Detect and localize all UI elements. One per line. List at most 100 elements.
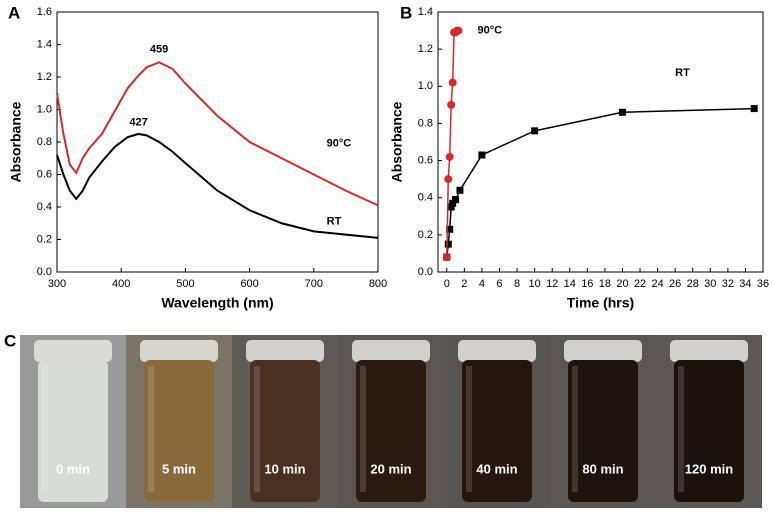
x-tick-label: 500 (176, 278, 194, 290)
y-tick-label: 1.0 (418, 80, 433, 92)
series-line (446, 107, 755, 258)
marker (454, 26, 463, 35)
series-line (56, 132, 379, 239)
series-label: RT (675, 67, 690, 79)
vial-cap (34, 340, 112, 362)
y-axis-title: Absorbance (8, 101, 24, 182)
vial-body (674, 360, 744, 502)
y-tick-label: 0.0 (37, 266, 52, 278)
x-tick-label: 10 (528, 278, 540, 290)
x-tick-label: 28 (687, 278, 699, 290)
series-line (446, 29, 459, 258)
panel-label: A (8, 3, 20, 22)
vial-cap (246, 340, 324, 362)
y-tick-label: 1.0 (37, 103, 52, 115)
marker (448, 78, 457, 87)
x-tick-label: 34 (739, 278, 751, 290)
vial-glare (254, 366, 260, 492)
vial-caption: 20 min (370, 461, 411, 476)
marker (452, 196, 460, 204)
vial-glare (466, 366, 472, 492)
y-tick-label: 0.4 (418, 192, 433, 204)
marker (750, 105, 758, 113)
x-tick-label: 20 (616, 278, 628, 290)
y-axis-title: Absorbance (389, 101, 405, 182)
vial-body (568, 360, 638, 502)
x-tick-label: 14 (564, 278, 576, 290)
vial-caption: 80 min (582, 461, 623, 476)
vial-cap (564, 340, 642, 362)
vial-caption: 5 min (162, 461, 196, 476)
x-tick-label: 22 (634, 278, 646, 290)
marker (449, 199, 457, 207)
vial-body (38, 360, 108, 502)
y-tick-label: 0.6 (418, 154, 433, 166)
vial-body (250, 360, 320, 502)
vial-glare (148, 366, 154, 492)
y-tick-label: 0.6 (37, 168, 52, 180)
y-tick-label: 0.8 (418, 117, 433, 129)
x-tick-label: 400 (112, 278, 130, 290)
x-axis-title: Wavelength (nm) (161, 295, 273, 311)
y-tick-label: 1.2 (37, 71, 52, 83)
x-tick-label: 700 (305, 278, 323, 290)
x-tick-label: 24 (651, 278, 663, 290)
series-line (56, 61, 379, 207)
x-tick-label: 12 (546, 278, 558, 290)
y-tick-label: 1.6 (37, 6, 52, 18)
y-tick-label: 0.0 (418, 266, 433, 278)
vial-body (462, 360, 532, 502)
y-tick-label: 1.4 (418, 6, 433, 18)
x-tick-label: 8 (514, 278, 520, 290)
series-label: 90°C (478, 24, 503, 36)
x-tick-label: 4 (479, 278, 485, 290)
y-tick-label: 1.4 (37, 38, 52, 50)
marker (618, 108, 626, 116)
y-tick-label: 0.8 (37, 136, 52, 148)
marker (446, 225, 454, 233)
marker (456, 186, 464, 194)
vial-cap (140, 340, 218, 362)
vial-cap (352, 340, 430, 362)
vials (20, 335, 762, 508)
x-tick-label: 18 (599, 278, 611, 290)
x-axis-title: Time (hrs) (567, 295, 634, 311)
panel-label: C (4, 331, 16, 350)
series-label: 90°C (327, 138, 352, 150)
marker (478, 151, 486, 159)
marker (447, 100, 456, 109)
x-tick-label: 30 (704, 278, 716, 290)
vial-cap (458, 340, 536, 362)
vial-caption: 120 min (685, 461, 733, 476)
marker (447, 203, 455, 211)
x-tick-label: 16 (581, 278, 593, 290)
x-tick-label: 300 (48, 278, 66, 290)
vial-body (356, 360, 426, 502)
marker (444, 240, 452, 248)
series-label: RT (327, 216, 342, 228)
y-tick-label: 0.2 (37, 233, 52, 245)
annotation: 427 (129, 116, 147, 128)
vial-glare (572, 366, 578, 492)
x-tick-label: 600 (240, 278, 258, 290)
vial-caption: 40 min (476, 461, 517, 476)
vial-caption: 0 min (56, 461, 90, 476)
marker (444, 175, 453, 184)
vial-caption: 10 min (264, 461, 305, 476)
y-tick-label: 0.2 (418, 229, 433, 241)
vial-cap (670, 340, 748, 362)
marker (531, 127, 539, 135)
vial-body (144, 360, 214, 502)
x-tick-label: 6 (496, 278, 502, 290)
x-tick-label: 2 (461, 278, 467, 290)
vial-glare (42, 366, 48, 492)
x-tick-label: 800 (369, 278, 387, 290)
x-tick-label: 26 (669, 278, 681, 290)
marker (442, 253, 451, 262)
x-tick-label: 32 (722, 278, 734, 290)
y-tick-label: 1.2 (418, 43, 433, 55)
annotation: 459 (150, 43, 168, 55)
plot-frame (437, 11, 764, 273)
marker (445, 152, 454, 161)
